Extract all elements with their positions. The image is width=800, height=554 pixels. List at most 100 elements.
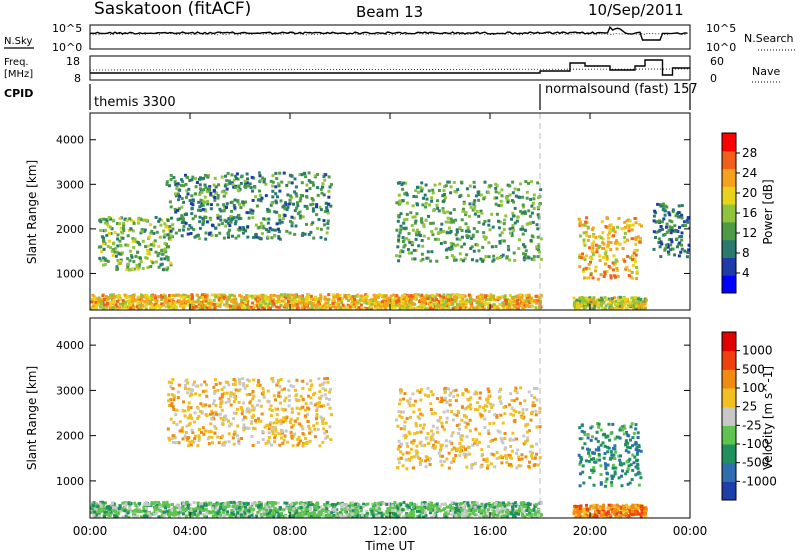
power-echo-5 bbox=[597, 244, 601, 248]
power-echo-1 bbox=[643, 302, 647, 306]
power-echo-4 bbox=[428, 203, 431, 207]
power-echo-0 bbox=[444, 297, 448, 301]
power-echo-4 bbox=[401, 240, 405, 243]
power-echo-3 bbox=[260, 232, 264, 236]
power-echo-1 bbox=[621, 302, 625, 306]
velocity-echo-0 bbox=[202, 503, 206, 507]
power-echo-5 bbox=[627, 274, 631, 278]
power-echo-3 bbox=[181, 216, 185, 220]
velocity-echo-0 bbox=[251, 502, 254, 506]
power-echo-0 bbox=[205, 296, 209, 300]
power-echo-1 bbox=[622, 296, 626, 300]
power-echo-3 bbox=[234, 185, 237, 189]
velocity-echo-0 bbox=[222, 510, 225, 514]
power-echo-0 bbox=[196, 299, 200, 303]
power-echo-6 bbox=[658, 219, 661, 223]
power-echo-4 bbox=[508, 231, 512, 235]
power-echo-3 bbox=[183, 213, 187, 216]
velocity-echo-1 bbox=[189, 391, 193, 395]
power-echo-3 bbox=[244, 229, 248, 233]
velocity-echo-1 bbox=[213, 378, 217, 382]
velocity-echo-0 bbox=[99, 507, 103, 510]
power-echo-0 bbox=[283, 303, 287, 307]
velocity-echo-0 bbox=[511, 505, 514, 509]
power-echo-5 bbox=[591, 253, 595, 257]
power-echo-6 bbox=[671, 210, 675, 213]
power-echo-4 bbox=[431, 233, 435, 237]
velocity-echo-0 bbox=[473, 500, 477, 504]
power-echo-0 bbox=[162, 303, 166, 307]
velocity-echo-1 bbox=[198, 393, 202, 397]
freq-tick-bottom: 8 bbox=[74, 72, 81, 85]
power-echo-2 bbox=[159, 223, 163, 227]
power-echo-0 bbox=[305, 300, 309, 304]
velocity-echo-0 bbox=[156, 505, 160, 509]
power-echo-4 bbox=[471, 233, 475, 237]
power-echo-3 bbox=[213, 176, 217, 180]
velocity-echo-1 bbox=[167, 380, 171, 384]
power-echo-0 bbox=[413, 302, 417, 306]
power-echo-4 bbox=[490, 245, 494, 249]
power-echo-4 bbox=[420, 252, 424, 256]
power-echo-2 bbox=[109, 246, 113, 250]
power-echo-0 bbox=[530, 305, 534, 309]
power-echo-0 bbox=[225, 299, 229, 303]
velocity-echo-0 bbox=[387, 508, 391, 512]
power-echo-3 bbox=[182, 200, 186, 204]
velocity-echo-0 bbox=[257, 505, 260, 509]
velocity-echo-0 bbox=[473, 513, 477, 517]
power-echo-3 bbox=[198, 183, 202, 187]
power-echo-0 bbox=[220, 298, 224, 302]
velocity-echo-0 bbox=[344, 515, 348, 518]
power-echo-3 bbox=[303, 204, 307, 208]
power-echo-0 bbox=[438, 300, 442, 304]
velocity-echo-0 bbox=[502, 501, 505, 505]
velocity-echo-1 bbox=[214, 404, 218, 408]
velocity-echo-0 bbox=[156, 507, 160, 511]
velocity-echo-1 bbox=[278, 443, 282, 447]
power-echo-0 bbox=[190, 303, 194, 307]
velocity-echo-0 bbox=[496, 513, 500, 517]
velocity-echo-0 bbox=[528, 508, 532, 512]
power-echo-2 bbox=[157, 219, 161, 223]
power-echo-0 bbox=[167, 305, 171, 309]
power-heatmap-marks bbox=[90, 171, 690, 310]
velocity-echo-0 bbox=[247, 509, 251, 513]
power-echo-4 bbox=[513, 206, 517, 210]
velocity-echo-1 bbox=[229, 391, 233, 395]
velocity-echo-0 bbox=[464, 501, 468, 505]
power-echo-5 bbox=[583, 258, 587, 262]
power-echo-3 bbox=[287, 202, 291, 206]
power-echo-4 bbox=[529, 221, 532, 225]
power-echo-1 bbox=[624, 307, 628, 310]
power-echo-0 bbox=[279, 303, 283, 307]
power-echo-0 bbox=[348, 307, 352, 310]
power-echo-0 bbox=[147, 299, 151, 302]
power-echo-0 bbox=[254, 297, 258, 300]
power-echo-4 bbox=[441, 207, 445, 211]
power-echo-3 bbox=[222, 209, 226, 213]
velocity-echo-1 bbox=[268, 421, 272, 425]
velocity-echo-0 bbox=[105, 506, 109, 510]
power-echo-3 bbox=[169, 234, 173, 238]
power-echo-4 bbox=[455, 237, 459, 241]
velocity-echo-1 bbox=[275, 421, 279, 425]
velocity-echo-0 bbox=[353, 511, 357, 515]
power-echo-3 bbox=[323, 178, 327, 182]
power-echo-1 bbox=[591, 301, 595, 305]
power-echo-0 bbox=[282, 299, 286, 303]
power-echo-5 bbox=[587, 263, 591, 266]
power-echo-3 bbox=[305, 206, 309, 210]
power-echo-0 bbox=[454, 295, 458, 299]
velocity-echo-0 bbox=[434, 508, 437, 512]
power-echo-6 bbox=[677, 211, 681, 215]
velocity-echo-0 bbox=[278, 507, 282, 511]
power-echo-0 bbox=[186, 295, 190, 299]
power-echo-3 bbox=[214, 185, 218, 189]
power-echo-4 bbox=[404, 226, 408, 230]
power-echo-4 bbox=[455, 228, 459, 232]
power-echo-4 bbox=[519, 209, 523, 213]
velocity-echo-0 bbox=[344, 506, 348, 510]
power-echo-0 bbox=[157, 295, 161, 299]
power-echo-0 bbox=[141, 304, 145, 308]
